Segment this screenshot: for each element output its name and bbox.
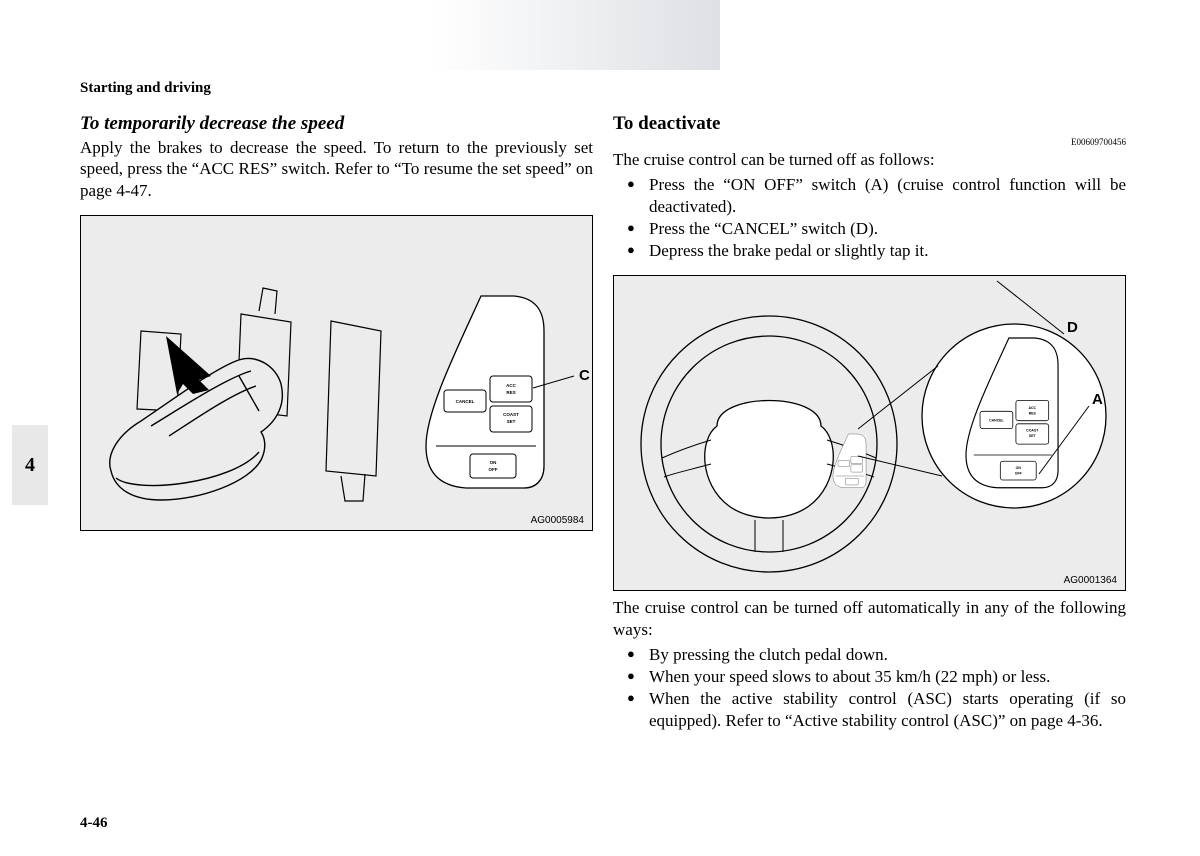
btn-coastset-label-1: COAST xyxy=(503,412,519,417)
left-paragraph: Apply the brakes to decrease the speed. … xyxy=(80,137,593,201)
bullet-item: Press the “ON OFF” switch (A) (cruise co… xyxy=(649,174,1126,217)
btn-accres-label-1: ACC xyxy=(506,383,516,388)
callout-a: A xyxy=(1092,391,1103,408)
bullet-item: By pressing the clutch pedal down. xyxy=(649,644,1126,665)
svg-text:SET: SET xyxy=(1029,434,1037,438)
callout-c: C xyxy=(579,367,590,384)
page-gradient-strip xyxy=(0,0,720,70)
figure-code-right: AG0001364 xyxy=(1064,575,1117,586)
callout-d: D xyxy=(1067,319,1078,336)
left-heading: To temporarily decrease the speed xyxy=(80,113,593,135)
bullet-item: Depress the brake pedal or slightly tap … xyxy=(649,240,1126,261)
bullet-item: Press the “CANCEL” switch (D). xyxy=(649,218,1126,239)
right-after-p: The cruise control can be turned off aut… xyxy=(613,597,1126,640)
figure-steering: CANCEL ACC RES COAST SET ON OFF xyxy=(613,275,1126,591)
reference-code: E00609700456 xyxy=(613,137,1126,147)
svg-text:OFF: OFF xyxy=(1015,472,1023,476)
figure-code-left: AG0005984 xyxy=(531,515,584,526)
btn-accres-label-2: RES xyxy=(506,390,515,395)
btn-onoff-label-2: OFF xyxy=(489,467,498,472)
figure-steering-svg: CANCEL ACC RES COAST SET ON OFF xyxy=(614,276,1125,592)
chapter-number: 4 xyxy=(25,454,35,477)
right-after-text: The cruise control can be turned off aut… xyxy=(613,597,1126,640)
left-body: Apply the brakes to decrease the speed. … xyxy=(80,137,593,201)
chapter-tab: 4 xyxy=(12,425,48,505)
bullet-item: When your speed slows to about 35 km/h (… xyxy=(649,666,1126,687)
right-intro-text: The cruise control can be turned off as … xyxy=(613,149,1126,170)
right-intro: The cruise control can be turned off as … xyxy=(613,149,1126,170)
btn-coastset-label-2: SET xyxy=(507,419,516,424)
left-column: To temporarily decrease the speed Apply … xyxy=(80,113,593,732)
figure-pedals: CANCEL ACC RES COAST SET ON OFF C AG0005… xyxy=(80,215,593,531)
svg-text:CANCEL: CANCEL xyxy=(989,419,1004,423)
svg-text:ACC: ACC xyxy=(1029,406,1037,410)
bullets-auto-off: By pressing the clutch pedal down. When … xyxy=(613,644,1126,731)
bullets-deactivate: Press the “ON OFF” switch (A) (cruise co… xyxy=(613,174,1126,261)
btn-cancel-label: CANCEL xyxy=(456,399,475,404)
page-number: 4-46 xyxy=(80,815,108,832)
two-column-layout: To temporarily decrease the speed Apply … xyxy=(80,113,1126,732)
section-header: Starting and driving xyxy=(80,80,1126,97)
right-heading: To deactivate xyxy=(613,113,1126,135)
right-column: To deactivate E00609700456 The cruise co… xyxy=(613,113,1126,732)
svg-text:RES: RES xyxy=(1029,412,1037,416)
btn-onoff-label-1: ON xyxy=(490,460,497,465)
page-content: Starting and driving To temporarily decr… xyxy=(80,80,1126,732)
svg-text:ON: ON xyxy=(1016,466,1022,470)
figure-pedals-svg: CANCEL ACC RES COAST SET ON OFF C xyxy=(81,216,592,532)
svg-text:COAST: COAST xyxy=(1026,429,1039,433)
bullet-item: When the active stability control (ASC) … xyxy=(649,688,1126,731)
